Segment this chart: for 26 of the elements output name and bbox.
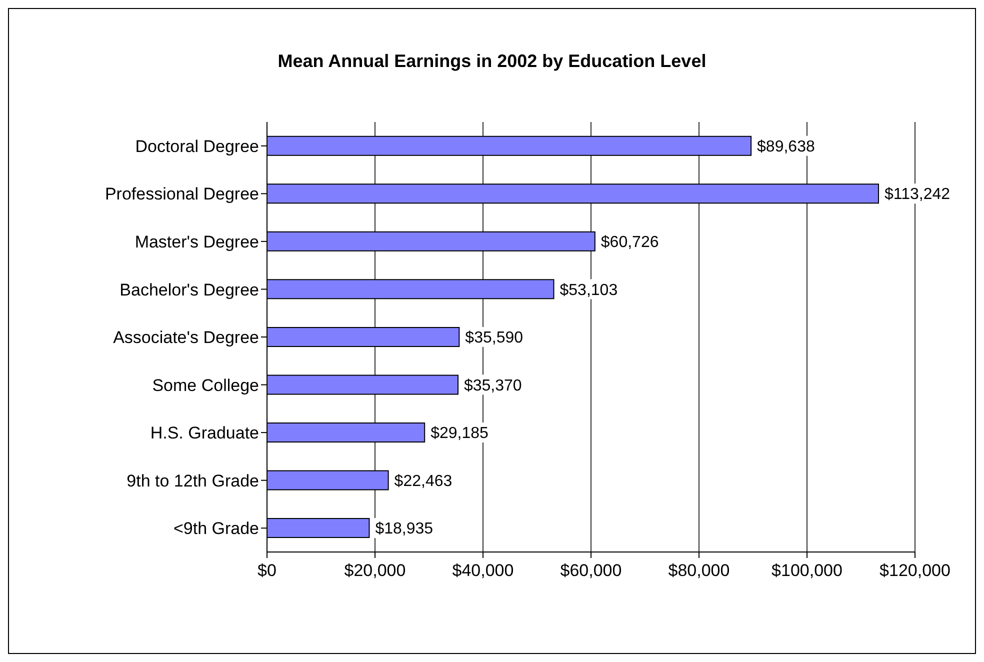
x-tick-label: $0 [258,561,276,580]
data-label: $35,590 [465,330,524,347]
y-tick-label: Master's Degree [134,232,259,252]
y-tick-label: Doctoral Degree [135,136,259,156]
data-label: $60,726 [600,234,659,251]
data-label: $18,935 [375,520,434,538]
data-label: $113,242 [884,186,950,204]
data-label: $22,463 [394,472,452,490]
chart-title: Mean Annual Earnings in 2002 by Education Level [276,51,708,72]
x-tick-label: $40,000 [452,561,514,580]
y-tick-label: Bachelor's Degree [120,280,259,300]
x-tick-label: $100,000 [772,561,842,580]
y-tick-label: Some College [152,376,259,395]
y-tick-label: <9th Grade [173,519,259,538]
y-tick-label: 9th to 12th Grade [126,471,259,490]
y-tick-label: Associate's Degree [113,328,259,348]
y-tick-label: H.S. Graduate [150,424,259,443]
data-label: $89,638 [757,138,815,156]
data-label: $29,185 [430,425,489,442]
x-tick-label: $20,000 [344,561,406,580]
x-tick-label: $120,000 [880,561,950,580]
x-tick-label: $60,000 [560,561,622,580]
data-label: $35,370 [464,377,522,394]
y-tick-label: Professional Degree [104,184,259,204]
data-label: $53,103 [560,282,618,299]
x-tick-label: $80,000 [668,561,730,580]
